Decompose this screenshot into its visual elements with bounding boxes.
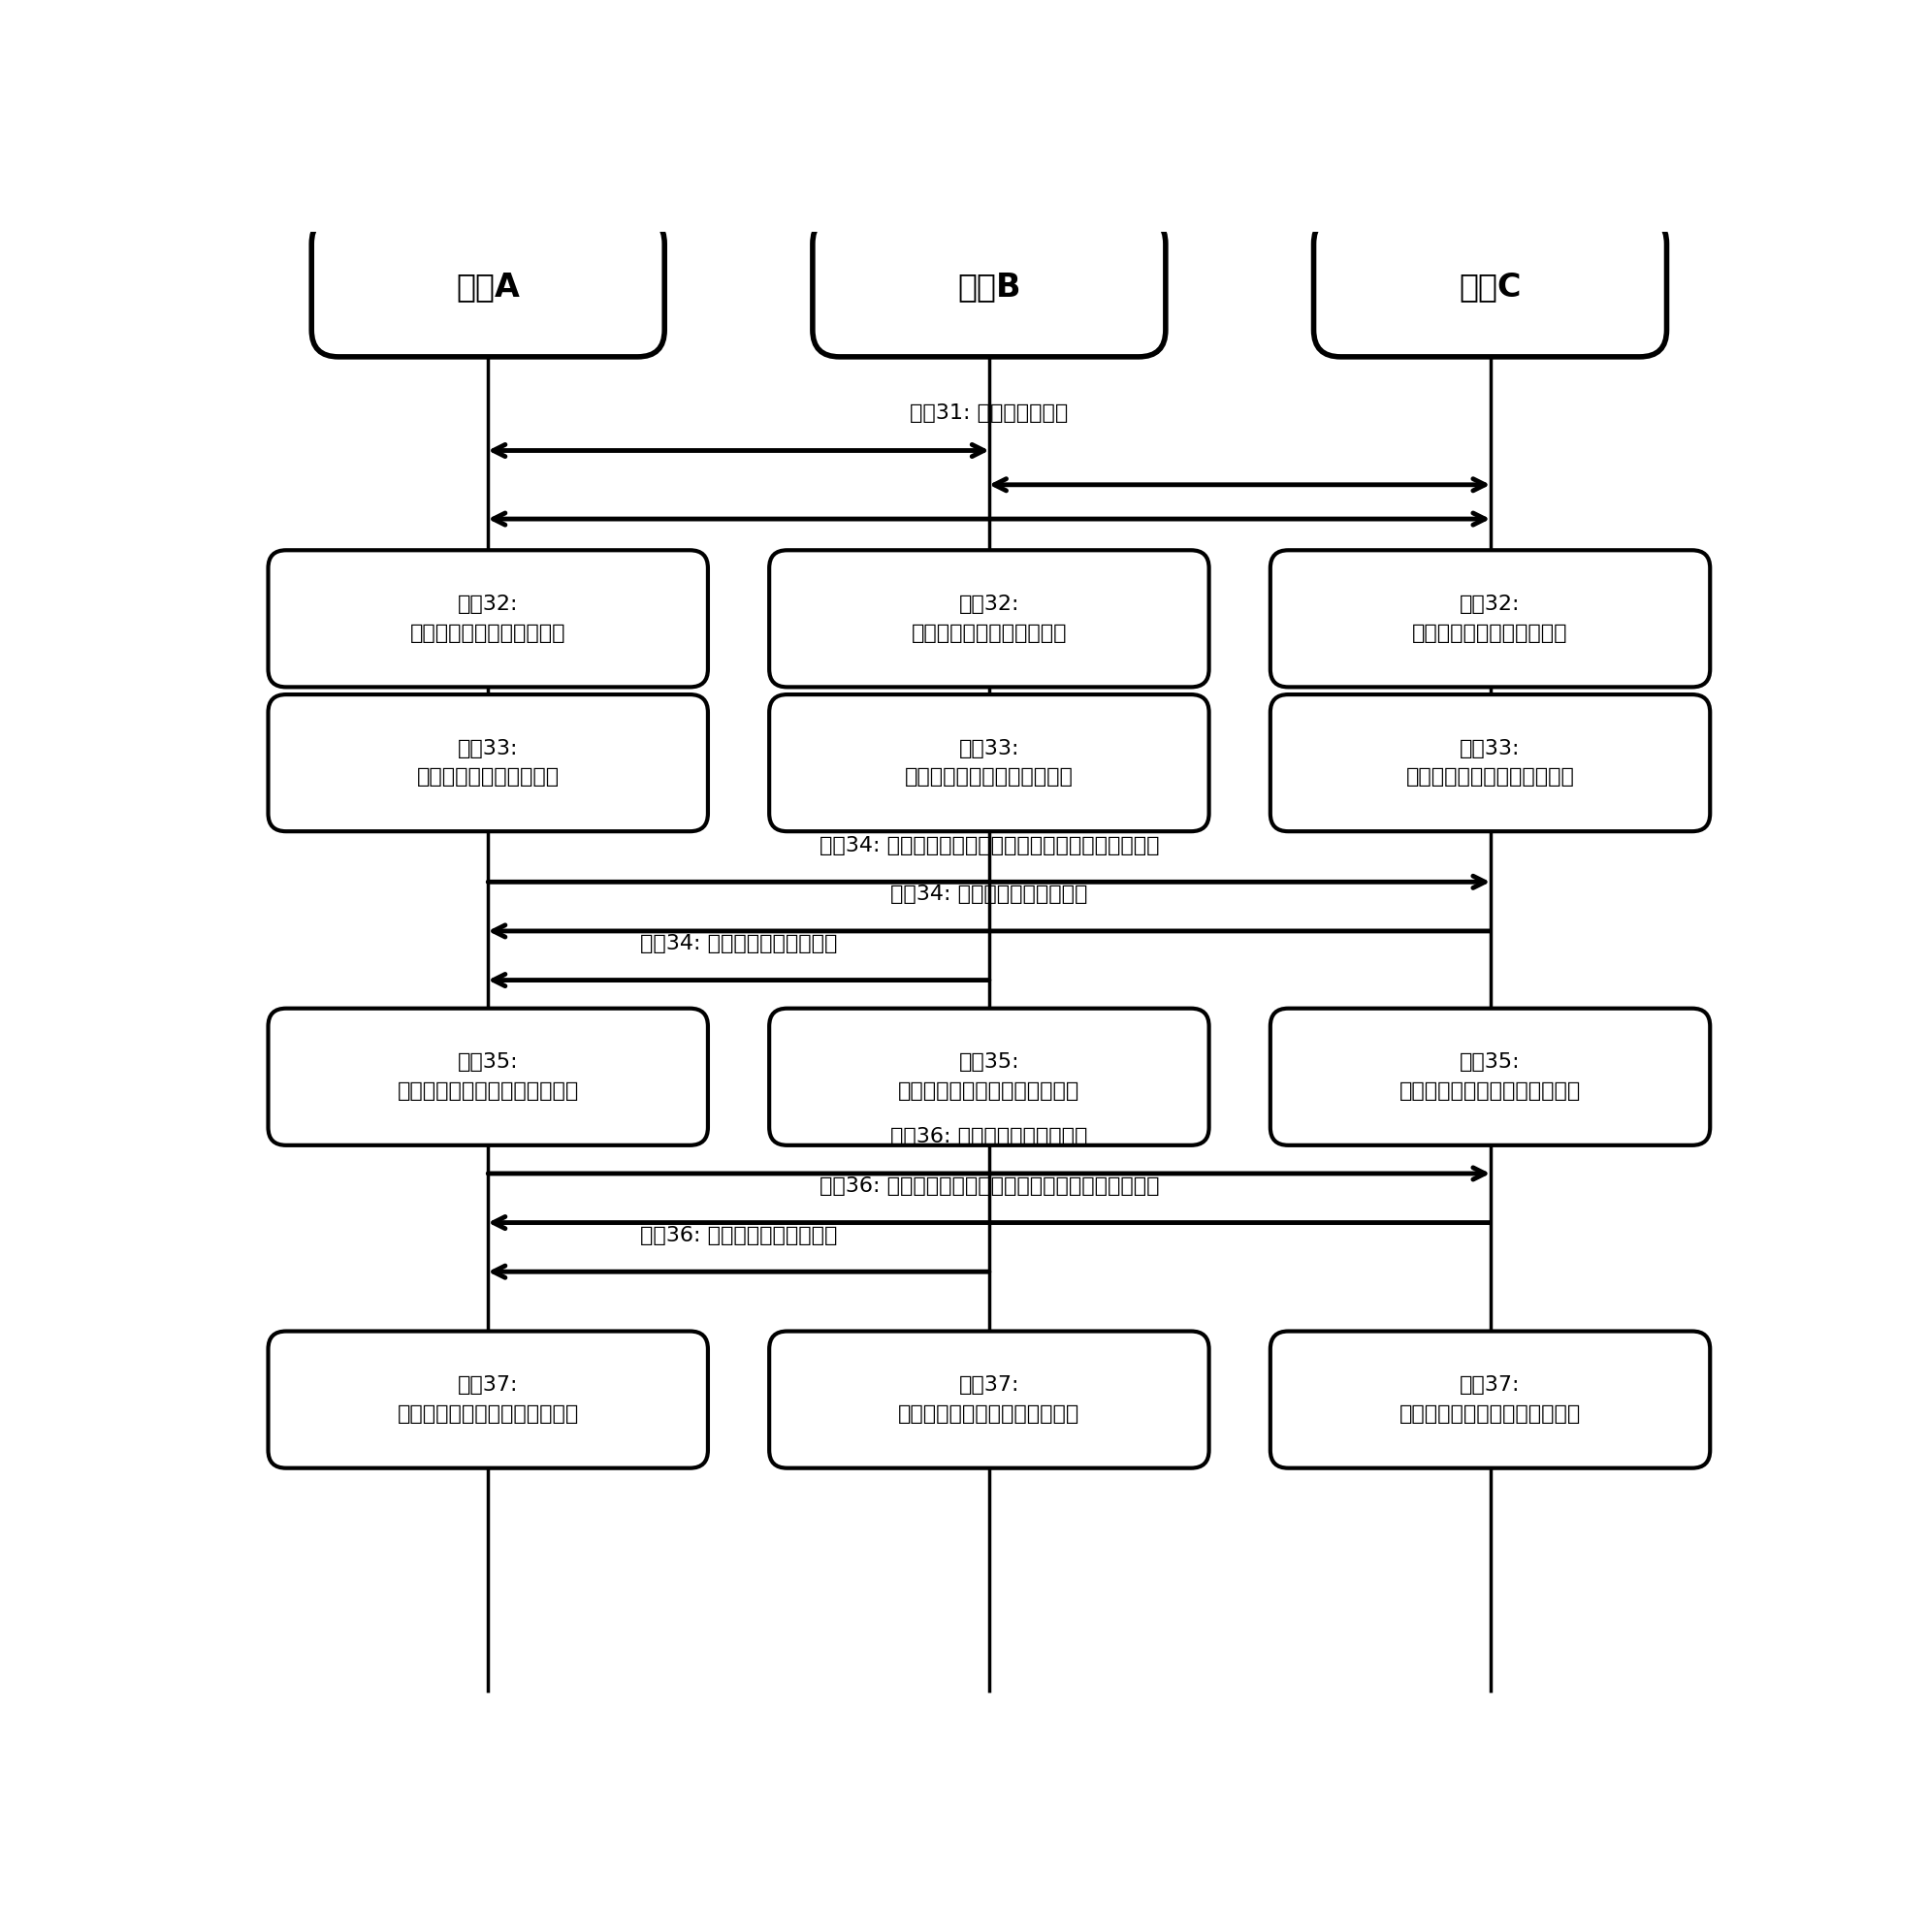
Text: 步骤36: 第三基本层视频数据流: 步骤36: 第三基本层视频数据流 [640,1225,837,1244]
FancyBboxPatch shape [812,216,1165,357]
FancyBboxPatch shape [268,694,708,831]
FancyBboxPatch shape [770,694,1208,831]
Text: 终端B: 终端B [957,270,1020,303]
Text: 终端A: 终端A [455,270,519,303]
Text: 步骤37:
解码视频数据流并呈现视频图像: 步骤37: 解码视频数据流并呈现视频图像 [397,1376,579,1424]
Text: 步骤33:
监测到没有持续收到语音信号: 步骤33: 监测到没有持续收到语音信号 [905,738,1073,786]
Text: 步骤35:
解码视频数据流并呈现视频图像: 步骤35: 解码视频数据流并呈现视频图像 [397,1053,579,1101]
Text: 步骤34: 第三基本层视频数据流: 步骤34: 第三基本层视频数据流 [640,933,837,952]
Text: 步骤36: 第二基本层视频数据流和第二扩展层视频数据流: 步骤36: 第二基本层视频数据流和第二扩展层视频数据流 [818,1177,1159,1196]
Text: 步骤32:
监测是否持续收到语音信号: 步骤32: 监测是否持续收到语音信号 [910,595,1067,643]
FancyBboxPatch shape [1269,1009,1709,1146]
Text: 终端C: 终端C [1458,270,1520,303]
FancyBboxPatch shape [268,1331,708,1468]
FancyBboxPatch shape [1269,1331,1709,1468]
Text: 步骤32:
监测是否持续收到语音信号: 步骤32: 监测是否持续收到语音信号 [411,595,565,643]
FancyBboxPatch shape [1314,216,1667,357]
Text: 步骤34: 第一基本层视频数据流和第一扩展层视频数据流: 步骤34: 第一基本层视频数据流和第一扩展层视频数据流 [818,837,1159,856]
FancyBboxPatch shape [770,1331,1208,1468]
Text: 步骤33:
监测到没有持续收到语音信号: 步骤33: 监测到没有持续收到语音信号 [1404,738,1574,786]
FancyBboxPatch shape [268,551,708,688]
FancyBboxPatch shape [311,216,664,357]
Text: 步骤33:
监测到持续收到语音信号: 步骤33: 监测到持续收到语音信号 [417,738,559,786]
Text: 步骤32:
监测是否持续收到语音信号: 步骤32: 监测是否持续收到语音信号 [1412,595,1566,643]
FancyBboxPatch shape [1269,694,1709,831]
Text: 步骤37:
解码视频数据流并呈现视频图像: 步骤37: 解码视频数据流并呈现视频图像 [897,1376,1080,1424]
Text: 步骤37:
解码视频数据流并呈现视频图像: 步骤37: 解码视频数据流并呈现视频图像 [1399,1376,1580,1424]
FancyBboxPatch shape [268,1009,708,1146]
Text: 步骤36: 第一基本层视频数据流: 步骤36: 第一基本层视频数据流 [889,1128,1088,1148]
FancyBboxPatch shape [1269,551,1709,688]
Text: 步骤35:
解码视频数据流并呈现视频图像: 步骤35: 解码视频数据流并呈现视频图像 [1399,1053,1580,1101]
FancyBboxPatch shape [770,551,1208,688]
Text: 步骤34: 第二基本层视频数据流: 步骤34: 第二基本层视频数据流 [889,885,1088,904]
Text: 步骤35:
解码视频数据流并呈现视频图像: 步骤35: 解码视频数据流并呈现视频图像 [897,1053,1080,1101]
Text: 步骤31: 建立点对点连接: 步骤31: 建立点对点连接 [909,404,1069,423]
FancyBboxPatch shape [770,1009,1208,1146]
